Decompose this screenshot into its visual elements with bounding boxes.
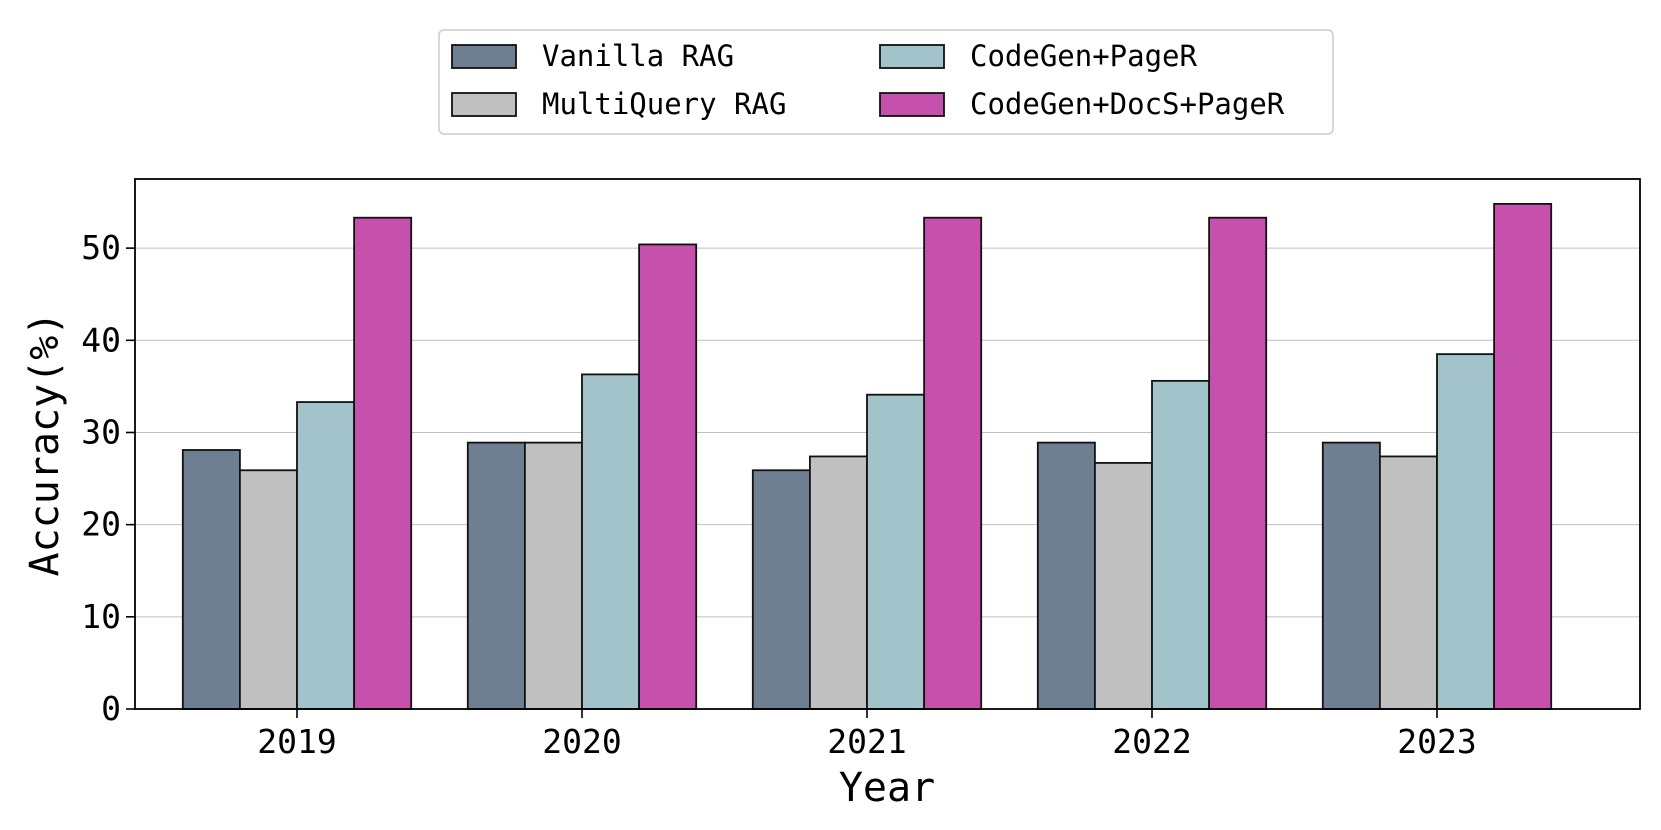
y-tick-label: 40 bbox=[81, 320, 121, 359]
bar-codegen-pager-2023 bbox=[1436, 353, 1495, 710]
y-tick-label: 50 bbox=[81, 228, 121, 267]
legend-swatch bbox=[879, 92, 945, 117]
bar-codegen-docs-pager-2019 bbox=[353, 216, 413, 710]
x-tick-label: 2021 bbox=[827, 722, 906, 761]
bar-vanilla-rag-2022 bbox=[1036, 441, 1096, 710]
bar-vanilla-rag-2019 bbox=[181, 449, 241, 710]
bar-multiquery-rag-2019 bbox=[238, 469, 298, 710]
bar-codegen-pager-2019 bbox=[296, 401, 355, 710]
legend-swatch bbox=[451, 92, 517, 117]
x-axis: 2019 2020 2021 2022 2023 bbox=[257, 709, 1477, 761]
y-tick-label: 10 bbox=[81, 597, 121, 636]
bar-vanilla-rag-2023 bbox=[1321, 441, 1381, 710]
legend-swatch bbox=[879, 44, 945, 69]
legend-swatch bbox=[451, 44, 517, 69]
bars bbox=[181, 202, 1553, 710]
legend-label: Vanilla RAG bbox=[542, 39, 734, 73]
legend: Vanilla RAG MultiQuery RAG CodeGen+PageR Co… bbox=[438, 29, 1334, 135]
y-tick-label: 0 bbox=[101, 689, 121, 728]
bar-codegen-docs-pager-2021 bbox=[923, 216, 983, 710]
legend-label: CodeGen+DocS+PageR bbox=[970, 87, 1285, 121]
y-axis-title: Accuracy(%) bbox=[22, 312, 68, 577]
bar-codegen-docs-pager-2020 bbox=[638, 243, 698, 710]
bar-vanilla-rag-2020 bbox=[466, 441, 526, 710]
bar-multiquery-rag-2022 bbox=[1094, 461, 1153, 710]
bar-multiquery-rag-2020 bbox=[524, 441, 583, 710]
legend-frame bbox=[438, 29, 1334, 135]
x-tick-label: 2022 bbox=[1112, 722, 1191, 761]
bar-multiquery-rag-2021 bbox=[809, 455, 868, 710]
y-tick-label: 20 bbox=[81, 505, 121, 544]
bar-codegen-docs-pager-2023 bbox=[1493, 202, 1553, 710]
bar-multiquery-rag-2023 bbox=[1379, 455, 1438, 710]
bar-codegen-docs-pager-2022 bbox=[1208, 216, 1268, 710]
y-tick-label: 30 bbox=[81, 412, 121, 451]
bar-codegen-pager-2021 bbox=[866, 393, 925, 710]
x-axis-title: Year bbox=[839, 765, 935, 811]
x-tick-label: 2020 bbox=[542, 722, 621, 761]
x-tick-label: 2019 bbox=[257, 722, 336, 761]
legend-label: MultiQuery RAG bbox=[542, 87, 786, 121]
bar-codegen-pager-2022 bbox=[1151, 379, 1210, 710]
legend-label: CodeGen+PageR bbox=[970, 39, 1198, 73]
bar-codegen-pager-2020 bbox=[581, 373, 640, 710]
x-tick-label: 2023 bbox=[1397, 722, 1476, 761]
plot-frame bbox=[134, 178, 1641, 710]
bar-vanilla-rag-2021 bbox=[751, 469, 811, 710]
y-axis: 0 10 20 30 40 50 bbox=[81, 228, 135, 728]
